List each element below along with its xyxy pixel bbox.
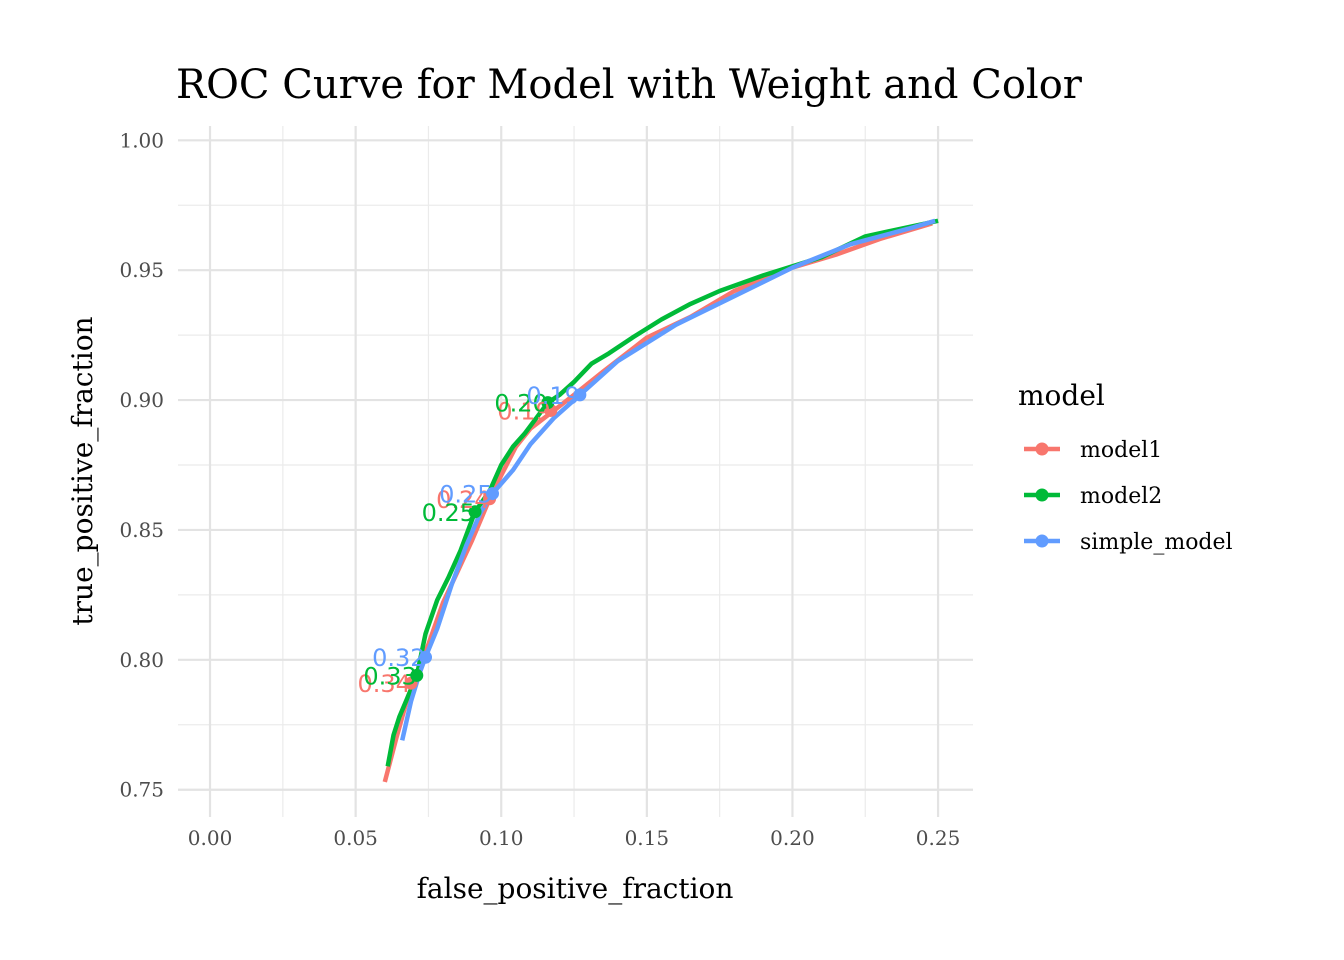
labeled-point-simple_model: [486, 487, 500, 501]
legend: model model1 model2 simple_model: [1018, 379, 1233, 555]
labeled-point-simple_model: [419, 650, 433, 664]
point-label-model1: 0.24: [436, 486, 489, 514]
x-tick-label: 0.00: [188, 826, 233, 850]
point-label-simple_model: 0.25: [439, 481, 492, 509]
point-label-model1: 0.34: [358, 670, 411, 698]
legend-key-point-simple_model: [1035, 534, 1049, 548]
point-label-simple_model: 0.32: [372, 644, 425, 672]
series-points: [404, 388, 587, 690]
y-tick-label: 0.85: [119, 518, 164, 542]
point-label-model2: 0.33: [363, 662, 416, 690]
x-tick-label: 0.05: [333, 826, 378, 850]
y-axis-title: true_positive_fraction: [66, 316, 99, 625]
y-tick-label: 0.75: [119, 778, 164, 802]
y-tick-label: 0.90: [119, 388, 164, 412]
y-tick-label: 0.95: [119, 258, 164, 282]
legend-items: model1 model2 simple_model: [1024, 438, 1233, 555]
labeled-point-model2: [468, 505, 482, 519]
legend-label-model1: model1: [1080, 438, 1162, 463]
y-tick-label: 0.80: [119, 648, 164, 672]
legend-key-point-model2: [1035, 488, 1049, 502]
legend-label-model2: model2: [1080, 484, 1162, 509]
y-tick-label: 1.00: [119, 128, 164, 152]
chart-title: ROC Curve for Model with Weight and Colo…: [176, 62, 1083, 108]
point-label-model2: 0.25: [422, 499, 475, 527]
labeled-point-simple_model: [573, 388, 587, 402]
point-annotations: 0.34 0.24 0.19 0.33 0.25 0.20 0.32 0.25 0.19: [358, 382, 580, 698]
point-label-model1: 0.19: [497, 397, 550, 425]
gridlines: [178, 126, 973, 817]
x-tick-label: 0.25: [916, 826, 961, 850]
x-tick-label: 0.15: [625, 826, 670, 850]
x-tick-label: 0.10: [479, 826, 524, 850]
x-axis-ticks: 0.00 0.05 0.10 0.15 0.20 0.25: [188, 826, 961, 850]
point-label-simple_model: 0.19: [526, 382, 579, 410]
legend-label-simple_model: simple_model: [1080, 530, 1233, 555]
x-tick-label: 0.20: [770, 826, 815, 850]
y-axis-ticks: 0.75 0.80 0.85 0.90 0.95 1.00: [119, 128, 164, 801]
legend-key-point-model1: [1035, 442, 1049, 456]
point-label-model2: 0.20: [494, 390, 547, 418]
x-axis-title: false_positive_fraction: [417, 872, 734, 905]
labeled-point-model2: [410, 668, 424, 682]
labeled-point-model2: [541, 396, 555, 410]
legend-title: model: [1018, 379, 1105, 412]
